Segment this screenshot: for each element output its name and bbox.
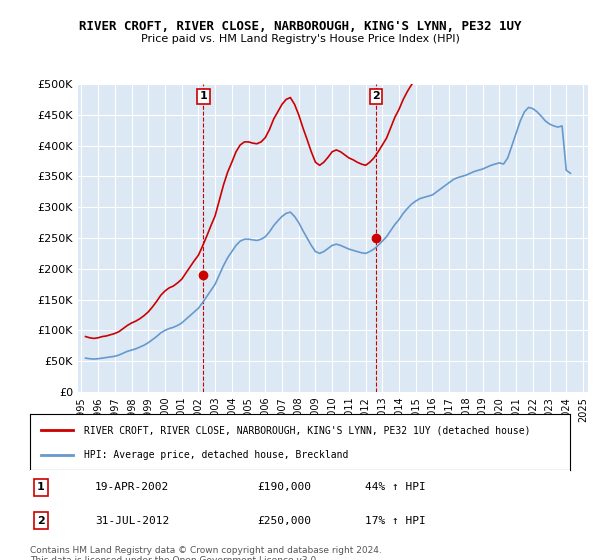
- Text: £250,000: £250,000: [257, 516, 311, 526]
- Text: RIVER CROFT, RIVER CLOSE, NARBOROUGH, KING'S LYNN, PE32 1UY: RIVER CROFT, RIVER CLOSE, NARBOROUGH, KI…: [79, 20, 521, 32]
- Text: HPI: Average price, detached house, Breckland: HPI: Average price, detached house, Brec…: [84, 450, 349, 460]
- Text: 44% ↑ HPI: 44% ↑ HPI: [365, 482, 425, 492]
- Text: £190,000: £190,000: [257, 482, 311, 492]
- Text: 2: 2: [37, 516, 44, 526]
- Text: RIVER CROFT, RIVER CLOSE, NARBOROUGH, KING'S LYNN, PE32 1UY (detached house): RIVER CROFT, RIVER CLOSE, NARBOROUGH, KI…: [84, 425, 530, 435]
- Text: 1: 1: [200, 91, 207, 101]
- Text: Price paid vs. HM Land Registry's House Price Index (HPI): Price paid vs. HM Land Registry's House …: [140, 34, 460, 44]
- Text: 2: 2: [372, 91, 380, 101]
- Text: 17% ↑ HPI: 17% ↑ HPI: [365, 516, 425, 526]
- Text: 19-APR-2002: 19-APR-2002: [95, 482, 169, 492]
- Text: 1: 1: [37, 482, 44, 492]
- Text: 31-JUL-2012: 31-JUL-2012: [95, 516, 169, 526]
- Text: Contains HM Land Registry data © Crown copyright and database right 2024.
This d: Contains HM Land Registry data © Crown c…: [30, 546, 382, 560]
